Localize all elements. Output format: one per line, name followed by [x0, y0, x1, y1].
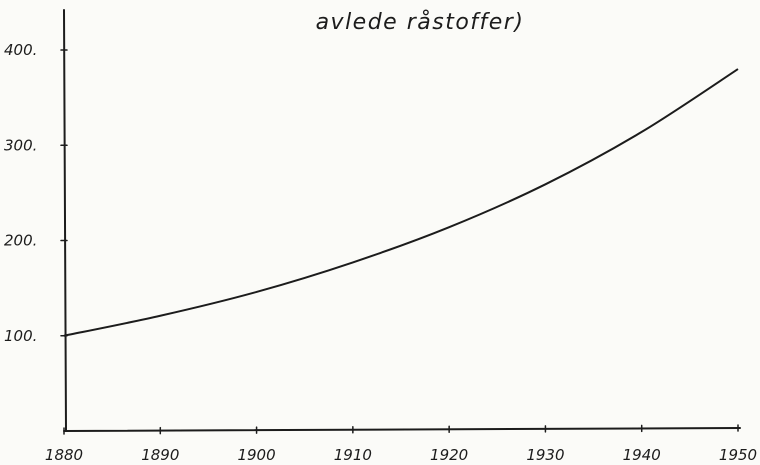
- x-tick-label: 1940: [623, 446, 661, 464]
- y-axis-line: [63, 9, 67, 432]
- x-tick-label: 1950: [719, 446, 757, 464]
- x-tick-label: 1920: [430, 446, 468, 464]
- series-line: [63, 68, 739, 337]
- x-tick-label: 1880: [45, 446, 83, 464]
- x-tick-label: 1890: [141, 446, 179, 464]
- x-axis-line: [63, 427, 741, 432]
- y-tick-label: 400.: [4, 41, 37, 59]
- chart-title: avlede råstoffer): [316, 9, 525, 35]
- y-tick-label: 300.: [4, 136, 37, 154]
- x-tick-label: 1930: [526, 446, 564, 464]
- x-tick-label: 1910: [334, 446, 372, 464]
- y-tick-label: 100.: [4, 327, 37, 345]
- x-tick-label: 1900: [237, 446, 275, 464]
- y-tick-label: 200.: [4, 232, 37, 250]
